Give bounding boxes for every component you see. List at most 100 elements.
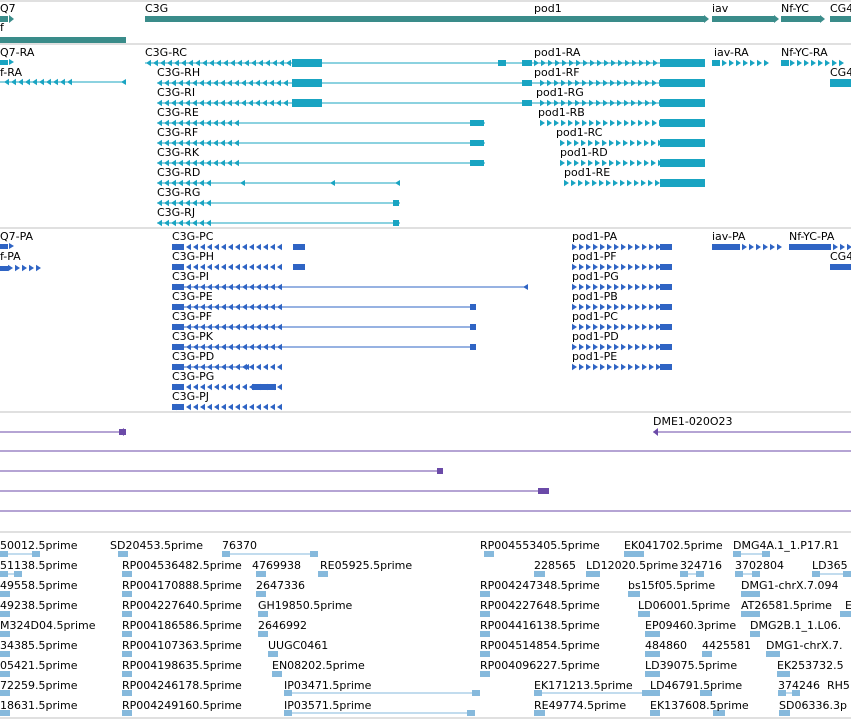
ests-label[interactable]: GH19850.5prime [258, 599, 353, 612]
proteins-label[interactable]: C3G-PC [172, 230, 214, 243]
ests-label[interactable]: DMG1-chrX.7.094 [741, 579, 839, 592]
genes-label[interactable]: Q7 [0, 2, 16, 15]
ests-label[interactable]: RH5 [827, 679, 850, 692]
ests-label[interactable]: UUGC0461 [268, 639, 329, 652]
ests-label[interactable]: 2646992 [258, 619, 307, 632]
ests-label[interactable]: RP004514854.5prime [480, 639, 600, 652]
transcripts-label[interactable]: C3G-RC [145, 46, 187, 59]
transcripts-label[interactable]: pod1-RG [536, 86, 584, 99]
ests-label[interactable]: 324716 [680, 559, 722, 572]
proteins-label[interactable]: pod1-PF [572, 250, 617, 263]
ests-label[interactable]: LD06001.5prime [638, 599, 731, 612]
ests-label[interactable]: 49238.5prime [0, 599, 78, 612]
ests-label[interactable]: 374246 [778, 679, 820, 692]
proteins-label[interactable]: pod1-PD [572, 330, 619, 343]
proteins-label[interactable]: C3G-PD [172, 350, 215, 363]
ests-label[interactable]: RP004416138.5prime [480, 619, 600, 632]
ests-label[interactable]: 51138.5prime [0, 559, 78, 572]
ests-label[interactable]: RP004247348.5prime [480, 579, 600, 592]
transcripts-label[interactable]: f-RA [0, 66, 22, 79]
ests-label[interactable]: 4769938 [252, 559, 301, 572]
ests-label[interactable]: 34385.5prime [0, 639, 78, 652]
proteins-label[interactable]: pod1-PA [572, 230, 618, 243]
genes-label[interactable]: pod1 [534, 2, 562, 15]
ests-label[interactable]: 2647336 [256, 579, 305, 592]
proteins-label[interactable]: C3G-PE [172, 290, 213, 303]
transcripts-label[interactable]: C3G-RE [157, 106, 199, 119]
ests-label[interactable]: 3702804 [735, 559, 784, 572]
transcripts-label[interactable]: C3G-RD [157, 166, 201, 179]
ests-label[interactable]: M324D04.5prime [0, 619, 96, 632]
ests-label[interactable]: LD12020.5prime [586, 559, 679, 572]
ests-label[interactable]: RP004246178.5prime [122, 679, 242, 692]
ests-label[interactable]: EK253732.5 [777, 659, 844, 672]
transcripts-label[interactable]: pod1-RA [534, 46, 581, 59]
ests-label[interactable]: 76370 [222, 539, 257, 552]
ests-label[interactable]: LD46791.5prime [650, 679, 743, 692]
proteins-label[interactable]: pod1-PC [572, 310, 618, 323]
ests-label[interactable]: 05421.5prime [0, 659, 78, 672]
ests-label[interactable]: 228565 [534, 559, 576, 572]
ests-label[interactable]: 72259.5prime [0, 679, 78, 692]
transcripts-label[interactable]: C3G-RJ [157, 206, 196, 219]
transcripts-label[interactable]: iav-RA [714, 46, 749, 59]
proteins-label[interactable]: C3G-PJ [172, 390, 210, 403]
ests-label[interactable]: 484860 [645, 639, 687, 652]
ests-label[interactable]: 49558.5prime [0, 579, 78, 592]
ests-label[interactable]: RP004107363.5prime [122, 639, 242, 652]
ests-label[interactable]: RE49774.5prime [534, 699, 627, 712]
proteins-label[interactable]: Q7-PA [0, 230, 34, 243]
ests-label[interactable]: EK171213.5prime [534, 679, 633, 692]
ests-label[interactable]: EP09460.3prime [645, 619, 737, 632]
ests-label[interactable]: LD39075.5prime [645, 659, 738, 672]
genes-label[interactable]: CG4 [830, 2, 851, 15]
ests-label[interactable]: EK137608.5prime [650, 699, 749, 712]
ests-label[interactable]: RP004096227.5prime [480, 659, 600, 672]
proteins-label[interactable]: C3G-PH [172, 250, 215, 263]
proteins-label[interactable]: C3G-PG [172, 370, 215, 383]
ests-label[interactable]: AT26581.5prime [741, 599, 832, 612]
ests-label[interactable]: EN08202.5prime [272, 659, 365, 672]
genes-label[interactable]: Nf-YC [781, 2, 809, 15]
ests-label[interactable]: RP004553405.5prime [480, 539, 600, 552]
transcripts-label[interactable]: C3G-RH [157, 66, 201, 79]
ests-label[interactable]: RP004227640.5prime [122, 599, 242, 612]
genes-label[interactable]: C3G [145, 2, 169, 15]
transcripts-label[interactable]: C3G-RG [157, 186, 201, 199]
transcripts-label[interactable]: C3G-RF [157, 126, 199, 139]
transcripts-label[interactable]: pod1-RB [538, 106, 585, 119]
ests-label[interactable]: RP004227648.5prime [480, 599, 600, 612]
proteins-label[interactable]: C3G-PF [172, 310, 213, 323]
proteins-label[interactable]: CG4 [830, 250, 851, 263]
transcripts-label[interactable]: CG4 [830, 66, 851, 79]
transcripts-label[interactable]: Q7-RA [0, 46, 35, 59]
proteins-label[interactable]: f-PA [0, 250, 21, 263]
transcripts-label[interactable]: C3G-RK [157, 146, 200, 159]
proteins-label[interactable]: C3G-PI [172, 270, 210, 283]
ests-label[interactable]: RP004249160.5prime [122, 699, 242, 712]
ests-label[interactable]: 18631.5prime [0, 699, 78, 712]
ests-label[interactable]: RP004170888.5prime [122, 579, 242, 592]
cdna-label[interactable]: DME1-020O23 [653, 415, 733, 428]
transcripts-label[interactable]: Nf-YC-RA [781, 46, 828, 59]
ests-label[interactable]: E [845, 599, 851, 612]
ests-label[interactable]: RP004198635.5prime [122, 659, 242, 672]
genes-label[interactable]: f [0, 21, 4, 34]
transcripts-label[interactable]: C3G-RI [157, 86, 196, 99]
proteins-label[interactable]: pod1-PG [572, 270, 619, 283]
ests-label[interactable]: SD06336.3p [779, 699, 847, 712]
genes-label[interactable]: iav [712, 2, 729, 15]
ests-label[interactable]: LD365 [812, 559, 848, 572]
transcripts-label[interactable]: pod1-RC [556, 126, 603, 139]
proteins-label[interactable]: iav-PA [712, 230, 746, 243]
transcripts-label[interactable]: pod1-RD [560, 146, 608, 159]
proteins-label[interactable]: Nf-YC-PA [789, 230, 835, 243]
ests-label[interactable]: DMG2B.1_1.L06. [750, 619, 842, 632]
transcripts-label[interactable]: pod1-RF [534, 66, 580, 79]
ests-label[interactable]: RE05925.5prime [320, 559, 413, 572]
ests-label[interactable]: SD20453.5prime [110, 539, 203, 552]
ests-label[interactable]: IP03471.5prime [284, 679, 372, 692]
proteins-label[interactable]: pod1-PE [572, 350, 618, 363]
ests-label[interactable]: EK041702.5prime [624, 539, 723, 552]
transcripts-label[interactable]: pod1-RE [564, 166, 611, 179]
